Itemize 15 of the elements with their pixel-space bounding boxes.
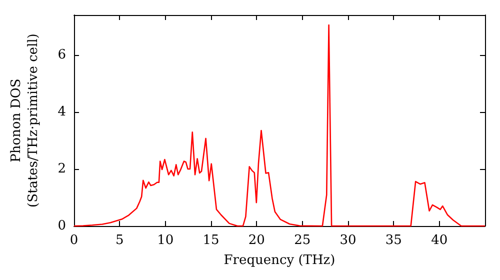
x-tick-label: 15 <box>202 233 220 248</box>
x-tick-label: 30 <box>340 233 356 248</box>
y-tick-label: 6 <box>58 47 66 62</box>
y-tick-label: 4 <box>58 104 66 120</box>
x-axis-title: Frequency (THz) <box>224 252 336 268</box>
y-axis-title: Phonon DOS (States/THz·primitive cell) <box>9 33 41 208</box>
x-tick-label: 20 <box>248 233 265 248</box>
x-tick-label: 0 <box>70 233 78 248</box>
x-tick-label: 35 <box>385 233 402 248</box>
y-tick-label: 2 <box>58 161 66 176</box>
x-tick-label: 5 <box>116 233 124 248</box>
y-tick-label: 0 <box>58 218 66 234</box>
x-tick-label: 40 <box>431 233 448 248</box>
x-tick-label: 10 <box>157 233 174 248</box>
x-tick-label: 25 <box>294 233 311 248</box>
